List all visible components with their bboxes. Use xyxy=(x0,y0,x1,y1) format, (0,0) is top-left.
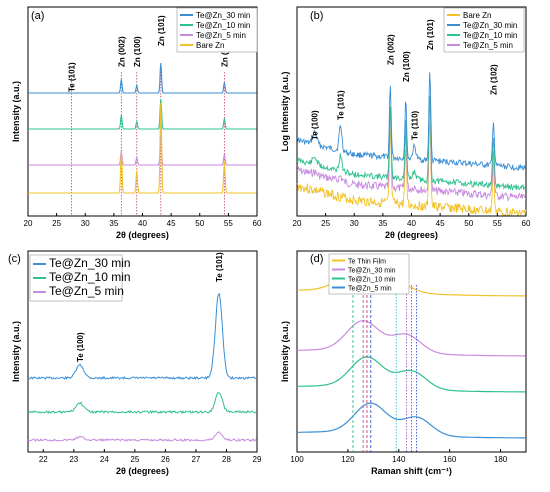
panel-d-legend-label: Te Thin Film xyxy=(348,259,386,266)
panel-a-legend-label: Te@Zn_30 min xyxy=(196,11,250,20)
panel-b-legend-label: Te@Zn_10 min xyxy=(463,31,517,40)
panel-a-xtick-label: 40 xyxy=(138,219,147,228)
panel-b-series-line xyxy=(296,96,526,192)
panel-c-xlabel: 2θ (degrees) xyxy=(116,466,169,476)
panel-d-ylabel: Intensity (a.u.) xyxy=(280,321,290,382)
panel-a-series-line xyxy=(28,98,257,130)
panel-a-panel-label: (a) xyxy=(31,10,44,22)
panel-b-ylabel: Log Intensity (a.u.) xyxy=(280,71,290,151)
panel-c-ylabel: Intensity (a.u.) xyxy=(11,321,21,382)
panel-b-xlabel: 2θ (degrees) xyxy=(385,230,438,240)
panel-b-xtick-label: 50 xyxy=(464,219,473,228)
panel-b-frame: 20 25 30 35 40 45 50 55 60 2θ (degrees) Log Intens… xyxy=(280,6,531,240)
panel-d-series-line xyxy=(296,320,525,357)
panel-d-series-line xyxy=(296,356,525,393)
panel-c-xtick-label: 25 xyxy=(130,455,139,464)
panel-b-peak-label: Zn (101) xyxy=(426,19,435,50)
panel-a-series-line xyxy=(28,134,257,166)
panel-a-xtick-label: 60 xyxy=(253,219,262,228)
panel-b-xtick-label: 40 xyxy=(407,219,416,228)
panel-b-series-line xyxy=(296,72,526,172)
panel-a-peak-label: Te (101) xyxy=(68,62,77,92)
panel-b-xtick-label: 35 xyxy=(378,219,387,228)
panel-c-legend-label: Te@Zn_5 min xyxy=(49,284,124,298)
panel-c-frame: 22 23 24 25 26 27 28 29 2θ (degrees) Intensity (a… xyxy=(8,250,262,476)
panel-b-xtick-label: 25 xyxy=(321,219,330,228)
panel-b-series-line xyxy=(296,102,527,202)
panel-b-xtick-label: 20 xyxy=(293,219,302,228)
panel-b-peak-label: Zn (102) xyxy=(489,64,498,95)
panel-c-axes-box xyxy=(27,250,258,453)
panel-d-axes-box xyxy=(296,250,527,453)
panel-c-xtick-label: 23 xyxy=(69,455,78,464)
panel-b-series-line xyxy=(296,122,527,217)
panel-c-xtick-label: 29 xyxy=(253,455,262,464)
panel-a-legend-label: Te@Zn_10 min xyxy=(196,21,250,30)
panel-c-peak-label: Te (101) xyxy=(215,252,224,282)
panel-a-xtick-label: 45 xyxy=(167,219,176,228)
panel-d-series-line xyxy=(296,402,525,439)
panel-b-xtick-label: 60 xyxy=(522,219,531,228)
panel-a-xtick-label: 55 xyxy=(224,219,233,228)
panel-b-xtick-label: 55 xyxy=(493,219,502,228)
panel-a-xtick-label: 35 xyxy=(109,219,118,228)
panel-b-peak-label: Te (110) xyxy=(410,110,419,140)
panel-b-peak-label: Zn (100) xyxy=(402,51,411,82)
panel-a-xtick-label: 20 xyxy=(24,219,33,228)
panel-b-xtick-label: 30 xyxy=(350,219,359,228)
panel-c-series-line xyxy=(27,392,257,415)
panel-b-xtick-label: 45 xyxy=(436,219,445,228)
panel-b-legend-label: Bare Zn xyxy=(463,11,491,20)
panel-a-peak-label: Zn (101) xyxy=(157,15,166,46)
panel-a-frame: 20 25 30 35 40 45 50 55 60 2θ (degrees) Intensity … xyxy=(11,6,262,240)
panel-d-frame: 100 120 140 160 180 Raman shift (cm⁻¹) Intensi… xyxy=(280,250,527,476)
panel-c-xtick-label: 26 xyxy=(161,455,170,464)
panel-a-legend-label: Bare Zn xyxy=(196,41,224,50)
panel-a-xtick-label: 30 xyxy=(81,219,90,228)
panel-d-xlabel: Raman shift (cm⁻¹) xyxy=(371,466,452,476)
panel-a-xtick-label: 50 xyxy=(195,219,204,228)
panel-d-xtick-label: 120 xyxy=(341,455,355,464)
panel-a-series-line xyxy=(28,102,257,194)
panel-c-series-line xyxy=(27,431,257,443)
panel-b-legend-label: Te@Zn_30 min xyxy=(463,21,517,30)
panel-d-xtick-label: 160 xyxy=(443,455,457,464)
panel-b-peak-label: Zn (002) xyxy=(386,34,395,65)
panel-d-xtick-label: 140 xyxy=(392,455,406,464)
panel-c-xtick-label: 24 xyxy=(100,455,109,464)
panel-d-xtick-label: 100 xyxy=(290,455,304,464)
panel-c-xtick-label: 27 xyxy=(191,455,200,464)
panel-c-xtick-label: 22 xyxy=(39,455,48,464)
panel-d-legend-label: Te@Zn_10 min xyxy=(348,277,396,284)
panel-d-legend-label: Te@Zn_30 min xyxy=(348,268,396,275)
panel-c-panel-label: (c) xyxy=(8,253,21,265)
panel-a-peak-label: Zn (002) xyxy=(117,36,126,67)
panel-a-ylabel: Intensity (a.u.) xyxy=(11,81,21,142)
panel-d-xtick-label: 180 xyxy=(494,455,508,464)
panel-a-xlabel: 2θ (degrees) xyxy=(116,230,169,240)
panel-c-legend-label: Te@Zn_30 min xyxy=(49,256,131,270)
panel-c-legend-label: Te@Zn_10 min xyxy=(49,270,131,284)
panel-b-legend-label: Te@Zn_5 min xyxy=(463,41,513,50)
panel-a-legend-label: Te@Zn_5 min xyxy=(196,31,246,40)
panel-a-peak-label: Zn (100) xyxy=(133,36,142,67)
panel-c-peak-label: Te (100) xyxy=(76,332,85,362)
panel-d-legend-label: Te@Zn_5 min xyxy=(348,286,392,293)
panel-b-peak-label: Te (101) xyxy=(337,90,346,120)
panel-c-xtick-label: 28 xyxy=(222,455,231,464)
panel-a-xtick-label: 25 xyxy=(52,219,61,228)
panel-a-series-line xyxy=(28,62,257,94)
panel-d-panel-label: (d) xyxy=(310,253,323,265)
panel-c-series-line xyxy=(27,293,257,381)
panel-b-panel-label: (b) xyxy=(310,10,323,22)
panel-b-peak-label: Te (100) xyxy=(311,110,320,140)
panel-d-legend: Te Thin Film Te@Zn_30 min Te@Zn_10 min Te@Z… xyxy=(328,253,410,295)
